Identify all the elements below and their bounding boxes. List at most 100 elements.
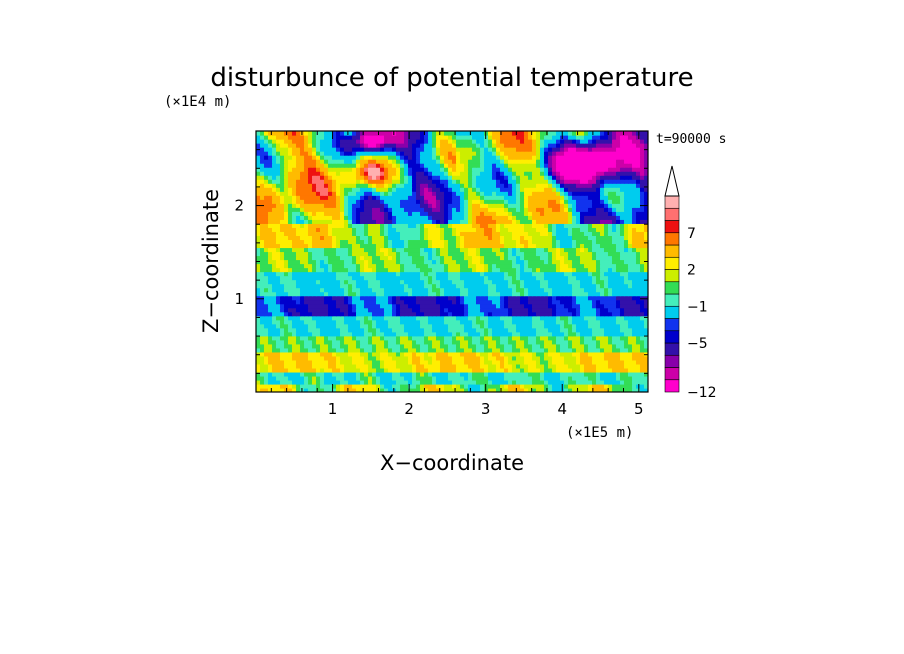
heatmap-cell: [536, 191, 541, 196]
heatmap-cell: [300, 211, 305, 216]
heatmap-cell: [580, 275, 585, 281]
heatmap-cell: [524, 323, 529, 329]
heatmap-cell: [548, 199, 553, 204]
heatmap-cell: [428, 271, 433, 277]
heatmap-cell: [308, 223, 313, 228]
heatmap-cell: [440, 191, 445, 196]
heatmap-cell: [332, 355, 337, 361]
heatmap-cell: [504, 231, 509, 236]
heatmap-cell: [268, 359, 273, 365]
heatmap-cell: [284, 279, 289, 285]
heatmap-cell: [424, 347, 429, 353]
heatmap-cell: [560, 319, 565, 325]
heatmap-cell: [616, 331, 621, 337]
heatmap-cell: [500, 195, 505, 200]
heatmap-cell: [260, 211, 265, 216]
heatmap-cell: [404, 383, 409, 389]
heatmap-cell: [344, 323, 349, 329]
heatmap-cell: [448, 299, 453, 305]
heatmap-cell: [604, 347, 609, 353]
heatmap-cell: [352, 219, 357, 224]
heatmap-cell: [292, 323, 297, 329]
heatmap-cell: [324, 363, 329, 369]
heatmap-cell: [528, 231, 533, 236]
heatmap-cell: [444, 207, 449, 212]
heatmap-cell: [528, 319, 533, 325]
heatmap-cell: [284, 339, 289, 345]
heatmap-cell: [568, 259, 573, 265]
heatmap-cell: [324, 275, 329, 281]
heatmap-cell: [588, 303, 593, 309]
heatmap-cell: [264, 303, 269, 309]
heatmap-cell: [604, 191, 609, 196]
heatmap-cell: [264, 231, 269, 236]
heatmap-cell: [264, 199, 269, 204]
heatmap-cell: [464, 263, 469, 269]
heatmap-cell: [408, 215, 413, 220]
heatmap-cell: [496, 211, 501, 216]
heatmap-cell: [360, 323, 365, 329]
heatmap-cell: [508, 307, 513, 313]
heatmap-cell: [444, 271, 449, 277]
heatmap-cell: [360, 311, 365, 317]
heatmap-cell: [408, 199, 413, 204]
heatmap-cell: [424, 343, 429, 349]
heatmap-cell: [288, 375, 293, 381]
heatmap-cell: [604, 343, 609, 349]
heatmap-cell: [604, 339, 609, 345]
heatmap-cell: [300, 383, 305, 389]
heatmap-cell: [644, 267, 648, 273]
heatmap-cell: [396, 255, 401, 261]
heatmap-cell: [408, 311, 413, 317]
heatmap-cell: [372, 243, 377, 249]
heatmap-cell: [292, 235, 297, 241]
heatmap-cell: [460, 219, 465, 224]
heatmap-cell: [484, 267, 489, 273]
heatmap-cell: [368, 215, 373, 220]
heatmap-cell: [632, 299, 637, 305]
heatmap-cell: [316, 275, 321, 281]
heatmap-cell: [408, 239, 413, 245]
heatmap-cell: [256, 323, 261, 329]
heatmap-cell: [356, 291, 361, 297]
heatmap-cell: [312, 251, 317, 257]
heatmap-cell: [256, 331, 261, 337]
heatmap-cell: [384, 323, 389, 329]
heatmap-cell: [484, 299, 489, 305]
heatmap-cell: [356, 255, 361, 261]
heatmap-cell: [420, 379, 425, 385]
heatmap-cell: [520, 219, 525, 224]
heatmap-cell: [548, 367, 553, 373]
heatmap-cell: [340, 207, 345, 212]
heatmap-cell: [460, 375, 465, 381]
heatmap-cell: [336, 275, 341, 281]
heatmap-cell: [376, 355, 381, 361]
heatmap-cell: [452, 347, 457, 353]
heatmap-cell: [620, 271, 625, 277]
heatmap-cell: [604, 335, 609, 341]
heatmap-cell: [332, 359, 337, 365]
heatmap-cell: [404, 379, 409, 385]
heatmap-cell: [352, 347, 357, 353]
heatmap-cell: [340, 335, 345, 341]
heatmap-cell: [632, 375, 637, 381]
heatmap-cell: [600, 319, 605, 325]
heatmap-cell: [312, 279, 317, 285]
heatmap-cell: [524, 219, 529, 224]
heatmap-cell: [408, 375, 413, 381]
heatmap-cell: [616, 247, 621, 253]
heatmap-cell: [456, 219, 461, 224]
heatmap-cell: [556, 383, 561, 389]
heatmap-cell: [480, 347, 485, 353]
heatmap-cell: [440, 275, 445, 281]
heatmap-cell: [376, 303, 381, 309]
heatmap-cell: [288, 331, 293, 337]
heatmap-cell: [480, 323, 485, 329]
heatmap-cell: [396, 187, 401, 192]
heatmap-cell: [388, 255, 393, 261]
heatmap-cell: [344, 271, 349, 277]
heatmap-cell: [472, 355, 477, 361]
heatmap-cell: [420, 227, 425, 232]
heatmap-cell: [372, 375, 377, 381]
heatmap-cell: [600, 211, 605, 216]
